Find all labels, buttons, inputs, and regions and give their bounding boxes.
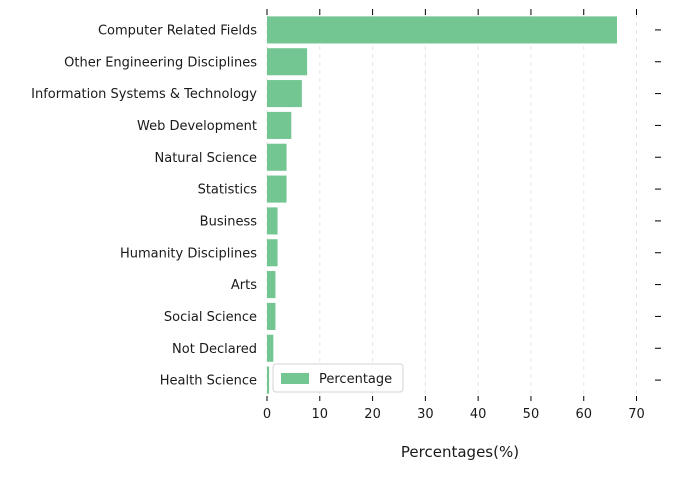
x-tick-label: 70 bbox=[628, 407, 645, 422]
ticks bbox=[266, 9, 661, 401]
x-axis-title: Percentages(%) bbox=[401, 443, 519, 461]
bar bbox=[267, 207, 278, 235]
category-label: Not Declared bbox=[172, 342, 257, 357]
legend-box bbox=[272, 363, 404, 393]
x-tick-label: 10 bbox=[312, 407, 329, 422]
category-label: Computer Related Fields bbox=[98, 23, 257, 38]
x-tick-label: 40 bbox=[470, 407, 487, 422]
bar bbox=[267, 271, 276, 299]
x-tick-label: 60 bbox=[575, 407, 592, 422]
bar bbox=[267, 48, 308, 76]
bar bbox=[267, 80, 302, 108]
category-label: Web Development bbox=[137, 119, 257, 134]
category-label: Other Engineering Disciplines bbox=[64, 55, 257, 70]
bar bbox=[267, 366, 270, 394]
category-label: Natural Science bbox=[155, 151, 257, 166]
legend: Percentage bbox=[272, 363, 404, 393]
bar bbox=[267, 175, 287, 203]
x-tick-label: 50 bbox=[523, 407, 540, 422]
x-tick-label: 20 bbox=[364, 407, 381, 422]
bar bbox=[267, 334, 274, 362]
legend-swatch bbox=[281, 373, 309, 384]
x-tick-label: 0 bbox=[263, 407, 271, 422]
x-tick-labels: 0 10 20 30 40 50 60 70 bbox=[263, 407, 645, 422]
bar bbox=[267, 143, 287, 171]
category-label: Arts bbox=[231, 278, 257, 293]
bar bbox=[267, 239, 278, 267]
category-label: Social Science bbox=[164, 310, 257, 325]
grid-lines bbox=[266, 14, 638, 396]
bars bbox=[267, 16, 617, 394]
category-label: Health Science bbox=[160, 374, 257, 389]
bar bbox=[267, 16, 617, 44]
x-tick-label: 30 bbox=[417, 407, 434, 422]
bar bbox=[267, 302, 276, 330]
bar bbox=[267, 111, 292, 139]
legend-label: Percentage bbox=[319, 372, 392, 387]
category-labels: Computer Related Fields Other Engineering… bbox=[31, 23, 257, 388]
category-label: Statistics bbox=[198, 183, 258, 198]
category-label: Humanity Disciplines bbox=[120, 246, 257, 261]
category-label: Information Systems & Technology bbox=[31, 87, 257, 102]
category-label: Business bbox=[200, 214, 258, 229]
